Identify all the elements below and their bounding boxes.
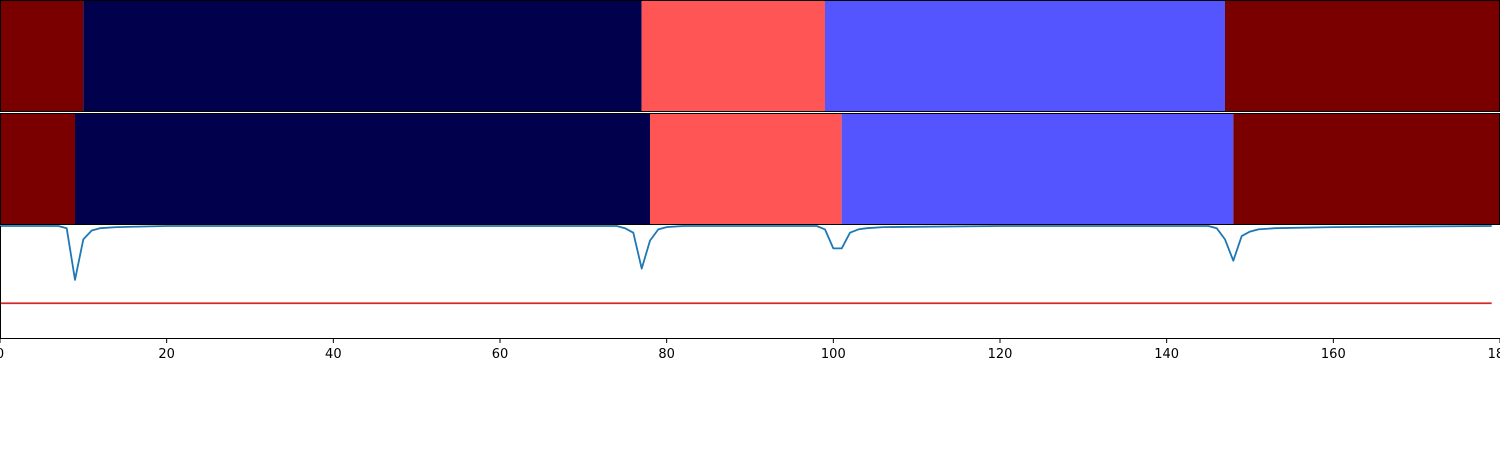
segment-2-2 — [75, 113, 650, 225]
x-tick-label-80: 80 — [658, 347, 675, 362]
x-tick-label-160: 160 — [1321, 347, 1346, 362]
signal-line-1 — [0, 225, 1492, 281]
x-axis: 0 20 40 60 80 100 120 140 160 180 — [0, 338, 1500, 362]
segment-1-5 — [1225, 0, 1500, 112]
x-tick-label-60: 60 — [492, 347, 509, 362]
x-tick-label-180: 180 — [1488, 347, 1500, 362]
segment-1-2 — [83, 0, 642, 112]
segment-bar-panel-1 — [0, 0, 1500, 112]
segment-1-3 — [641, 0, 825, 112]
segment-2-3 — [650, 113, 842, 225]
x-tick-label-20: 20 — [158, 347, 175, 362]
segment-2-5 — [1233, 113, 1500, 225]
segment-2-1 — [0, 113, 75, 225]
x-tick-label-0: 0 — [0, 347, 4, 362]
segment-2-4 — [841, 113, 1234, 225]
line-plot-panel — [0, 225, 1500, 339]
segment-1-1 — [0, 0, 84, 112]
segment-bar-panel-2 — [0, 113, 1500, 225]
x-tick-label-40: 40 — [325, 347, 342, 362]
x-tick-label-140: 140 — [1154, 347, 1179, 362]
x-tick-label-100: 100 — [821, 347, 846, 362]
x-tick-label-120: 120 — [988, 347, 1013, 362]
segment-1-4 — [825, 0, 1225, 112]
